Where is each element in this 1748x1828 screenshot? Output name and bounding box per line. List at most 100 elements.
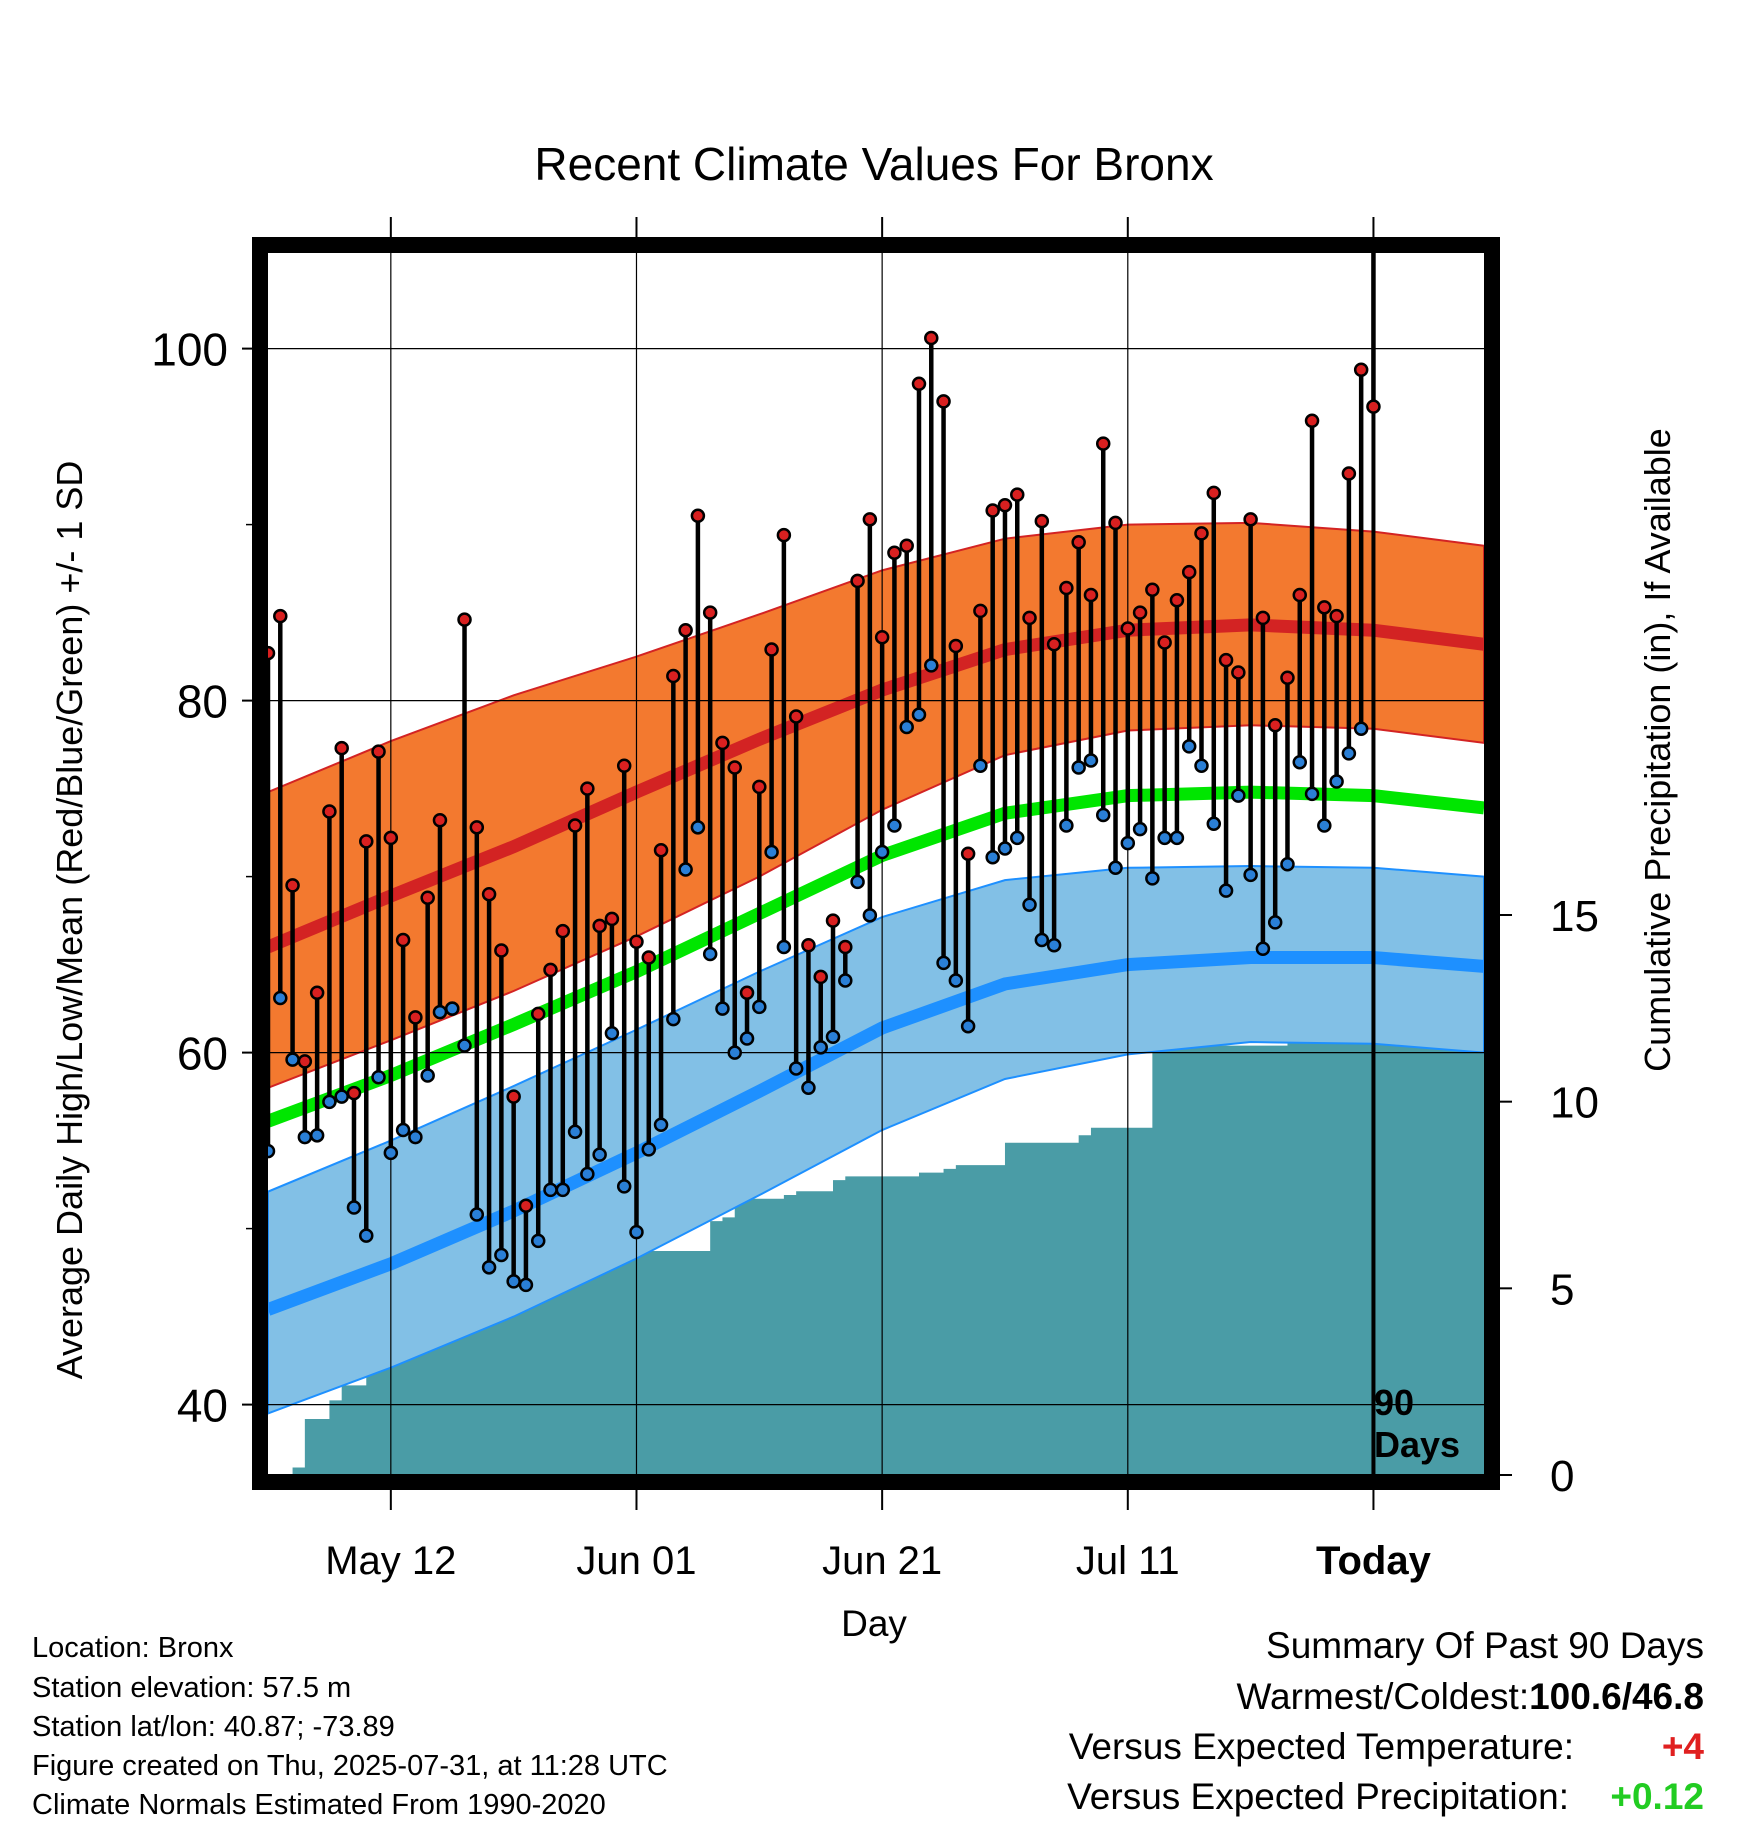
daily-high-point bbox=[1046, 637, 1062, 652]
daily-high-point bbox=[555, 923, 571, 939]
daily-high-point bbox=[567, 818, 583, 833]
daily-low-point bbox=[1194, 758, 1209, 773]
daily-low-point bbox=[395, 1122, 411, 1138]
daily-low-point bbox=[1181, 739, 1197, 754]
daily-high-point bbox=[1341, 466, 1357, 481]
daily-low-point bbox=[322, 1094, 337, 1110]
daily-low-point bbox=[346, 1200, 362, 1215]
daily-high-point bbox=[1132, 605, 1148, 620]
daily-low-point bbox=[1353, 721, 1369, 737]
daily-high-point bbox=[457, 612, 472, 627]
location-text: Location: Bronx bbox=[32, 1632, 234, 1664]
daily-low-point bbox=[776, 939, 792, 955]
daily-high-point bbox=[899, 538, 914, 553]
precipitation-area-shape bbox=[268, 1041, 1484, 1475]
daily-low-point bbox=[383, 1145, 399, 1161]
daily-low-point bbox=[801, 1080, 816, 1096]
daily-high-point bbox=[1329, 608, 1344, 624]
daily-high-point bbox=[604, 911, 620, 927]
daily-high-point bbox=[1059, 580, 1074, 596]
daily-low-point bbox=[960, 1018, 976, 1034]
daily-high-point bbox=[346, 1085, 362, 1101]
daily-high-point bbox=[1181, 564, 1197, 580]
daily-high-point bbox=[1022, 610, 1037, 626]
daily-low-point bbox=[494, 1247, 509, 1263]
daily-high-point bbox=[702, 605, 718, 620]
daily-low-point bbox=[838, 973, 853, 988]
summary-precip: Versus Expected Precipitation: +0.12 bbox=[1067, 1778, 1704, 1815]
daily-high-point bbox=[1317, 600, 1332, 615]
normals-text: Climate Normals Estimated From 1990-2020 bbox=[32, 1789, 606, 1821]
daily-low-point bbox=[420, 1068, 435, 1083]
daily-low-point bbox=[1022, 897, 1037, 913]
daily-low-point bbox=[518, 1277, 534, 1293]
daily-high-point bbox=[1243, 512, 1258, 527]
daily-high-point bbox=[1353, 362, 1369, 377]
daily-low-point bbox=[592, 1147, 607, 1162]
daily-high-point bbox=[1083, 587, 1099, 603]
daily-low-point bbox=[678, 862, 693, 877]
daily-low-point bbox=[825, 1029, 841, 1045]
y2-tick-label: 0 bbox=[1550, 1452, 1574, 1501]
daily-high-point bbox=[285, 878, 300, 893]
daily-low-point bbox=[1329, 774, 1344, 789]
daily-low-point bbox=[997, 841, 1013, 856]
daily-low-point bbox=[1255, 941, 1271, 957]
daily-high-point bbox=[850, 573, 865, 589]
daily-low-point bbox=[555, 1182, 571, 1198]
daily-high-point bbox=[1071, 534, 1086, 550]
daily-low-point bbox=[1071, 760, 1086, 775]
daily-high-point bbox=[1108, 515, 1123, 531]
daily-high-point bbox=[727, 760, 742, 775]
daily-high-point bbox=[359, 834, 374, 849]
daily-low-point bbox=[1083, 753, 1099, 768]
y2-axis-label: Cumulative Precipitation (in), If Availa… bbox=[1637, 428, 1678, 1072]
daily-low-point bbox=[1206, 816, 1222, 832]
y2-tick-label: 5 bbox=[1550, 1265, 1574, 1314]
daily-low-point bbox=[715, 1001, 730, 1016]
daily-low-point bbox=[285, 1052, 300, 1067]
extremes-value: 100.6/46.8 bbox=[1529, 1676, 1704, 1717]
daily-high-point bbox=[273, 608, 288, 624]
daily-high-point bbox=[592, 918, 607, 934]
daily-low-point bbox=[985, 849, 1000, 865]
latlon-text: Station lat/lon: 40.87; -73.89 bbox=[32, 1711, 395, 1743]
daily-low-point bbox=[506, 1274, 521, 1289]
daily-high-point bbox=[862, 512, 878, 527]
chart-title: Recent Climate Values For Bronx bbox=[534, 138, 1213, 190]
summary-title: Summary Of Past 90 Days bbox=[1266, 1625, 1704, 1666]
daily-high-point bbox=[408, 1010, 423, 1025]
daily-low-point bbox=[543, 1182, 558, 1198]
daily-high-point bbox=[1304, 413, 1320, 429]
created-text: Figure created on Thu, 2025-07-31, at 11… bbox=[32, 1750, 668, 1782]
daily-low-point bbox=[1231, 788, 1246, 803]
daily-low-point bbox=[641, 1142, 657, 1157]
precip-label: Versus Expected Precipitation: bbox=[1067, 1776, 1569, 1817]
precipitation-area bbox=[268, 1041, 1484, 1475]
daily-low-point bbox=[1292, 754, 1308, 770]
daily-low-point bbox=[948, 973, 964, 988]
daily-low-point bbox=[273, 990, 288, 1006]
daily-low-point bbox=[580, 1166, 595, 1182]
temp-label: Versus Expected Temperature: bbox=[1068, 1726, 1574, 1767]
daily-low-point bbox=[371, 1069, 386, 1085]
daily-low-point bbox=[874, 844, 890, 860]
daily-low-point bbox=[334, 1089, 349, 1104]
daily-high-point bbox=[764, 642, 779, 657]
daily-high-point bbox=[1169, 593, 1185, 608]
daily-low-point bbox=[1145, 871, 1160, 886]
daily-low-point bbox=[481, 1260, 497, 1275]
daily-low-point bbox=[567, 1124, 583, 1140]
daily-high-point bbox=[997, 497, 1013, 513]
daily-high-point bbox=[580, 781, 595, 796]
temp-value: +4 bbox=[1661, 1726, 1704, 1767]
y-tick-label: 100 bbox=[151, 324, 228, 376]
daily-high-point bbox=[1120, 621, 1136, 636]
plot-area bbox=[268, 243, 1484, 1475]
daily-high-point bbox=[924, 330, 939, 346]
daily-high-point bbox=[739, 985, 755, 1001]
daily-low-point bbox=[911, 707, 927, 722]
daily-high-point bbox=[1194, 526, 1209, 541]
daily-high-point bbox=[1145, 582, 1160, 597]
daily-high-point bbox=[1095, 436, 1111, 451]
